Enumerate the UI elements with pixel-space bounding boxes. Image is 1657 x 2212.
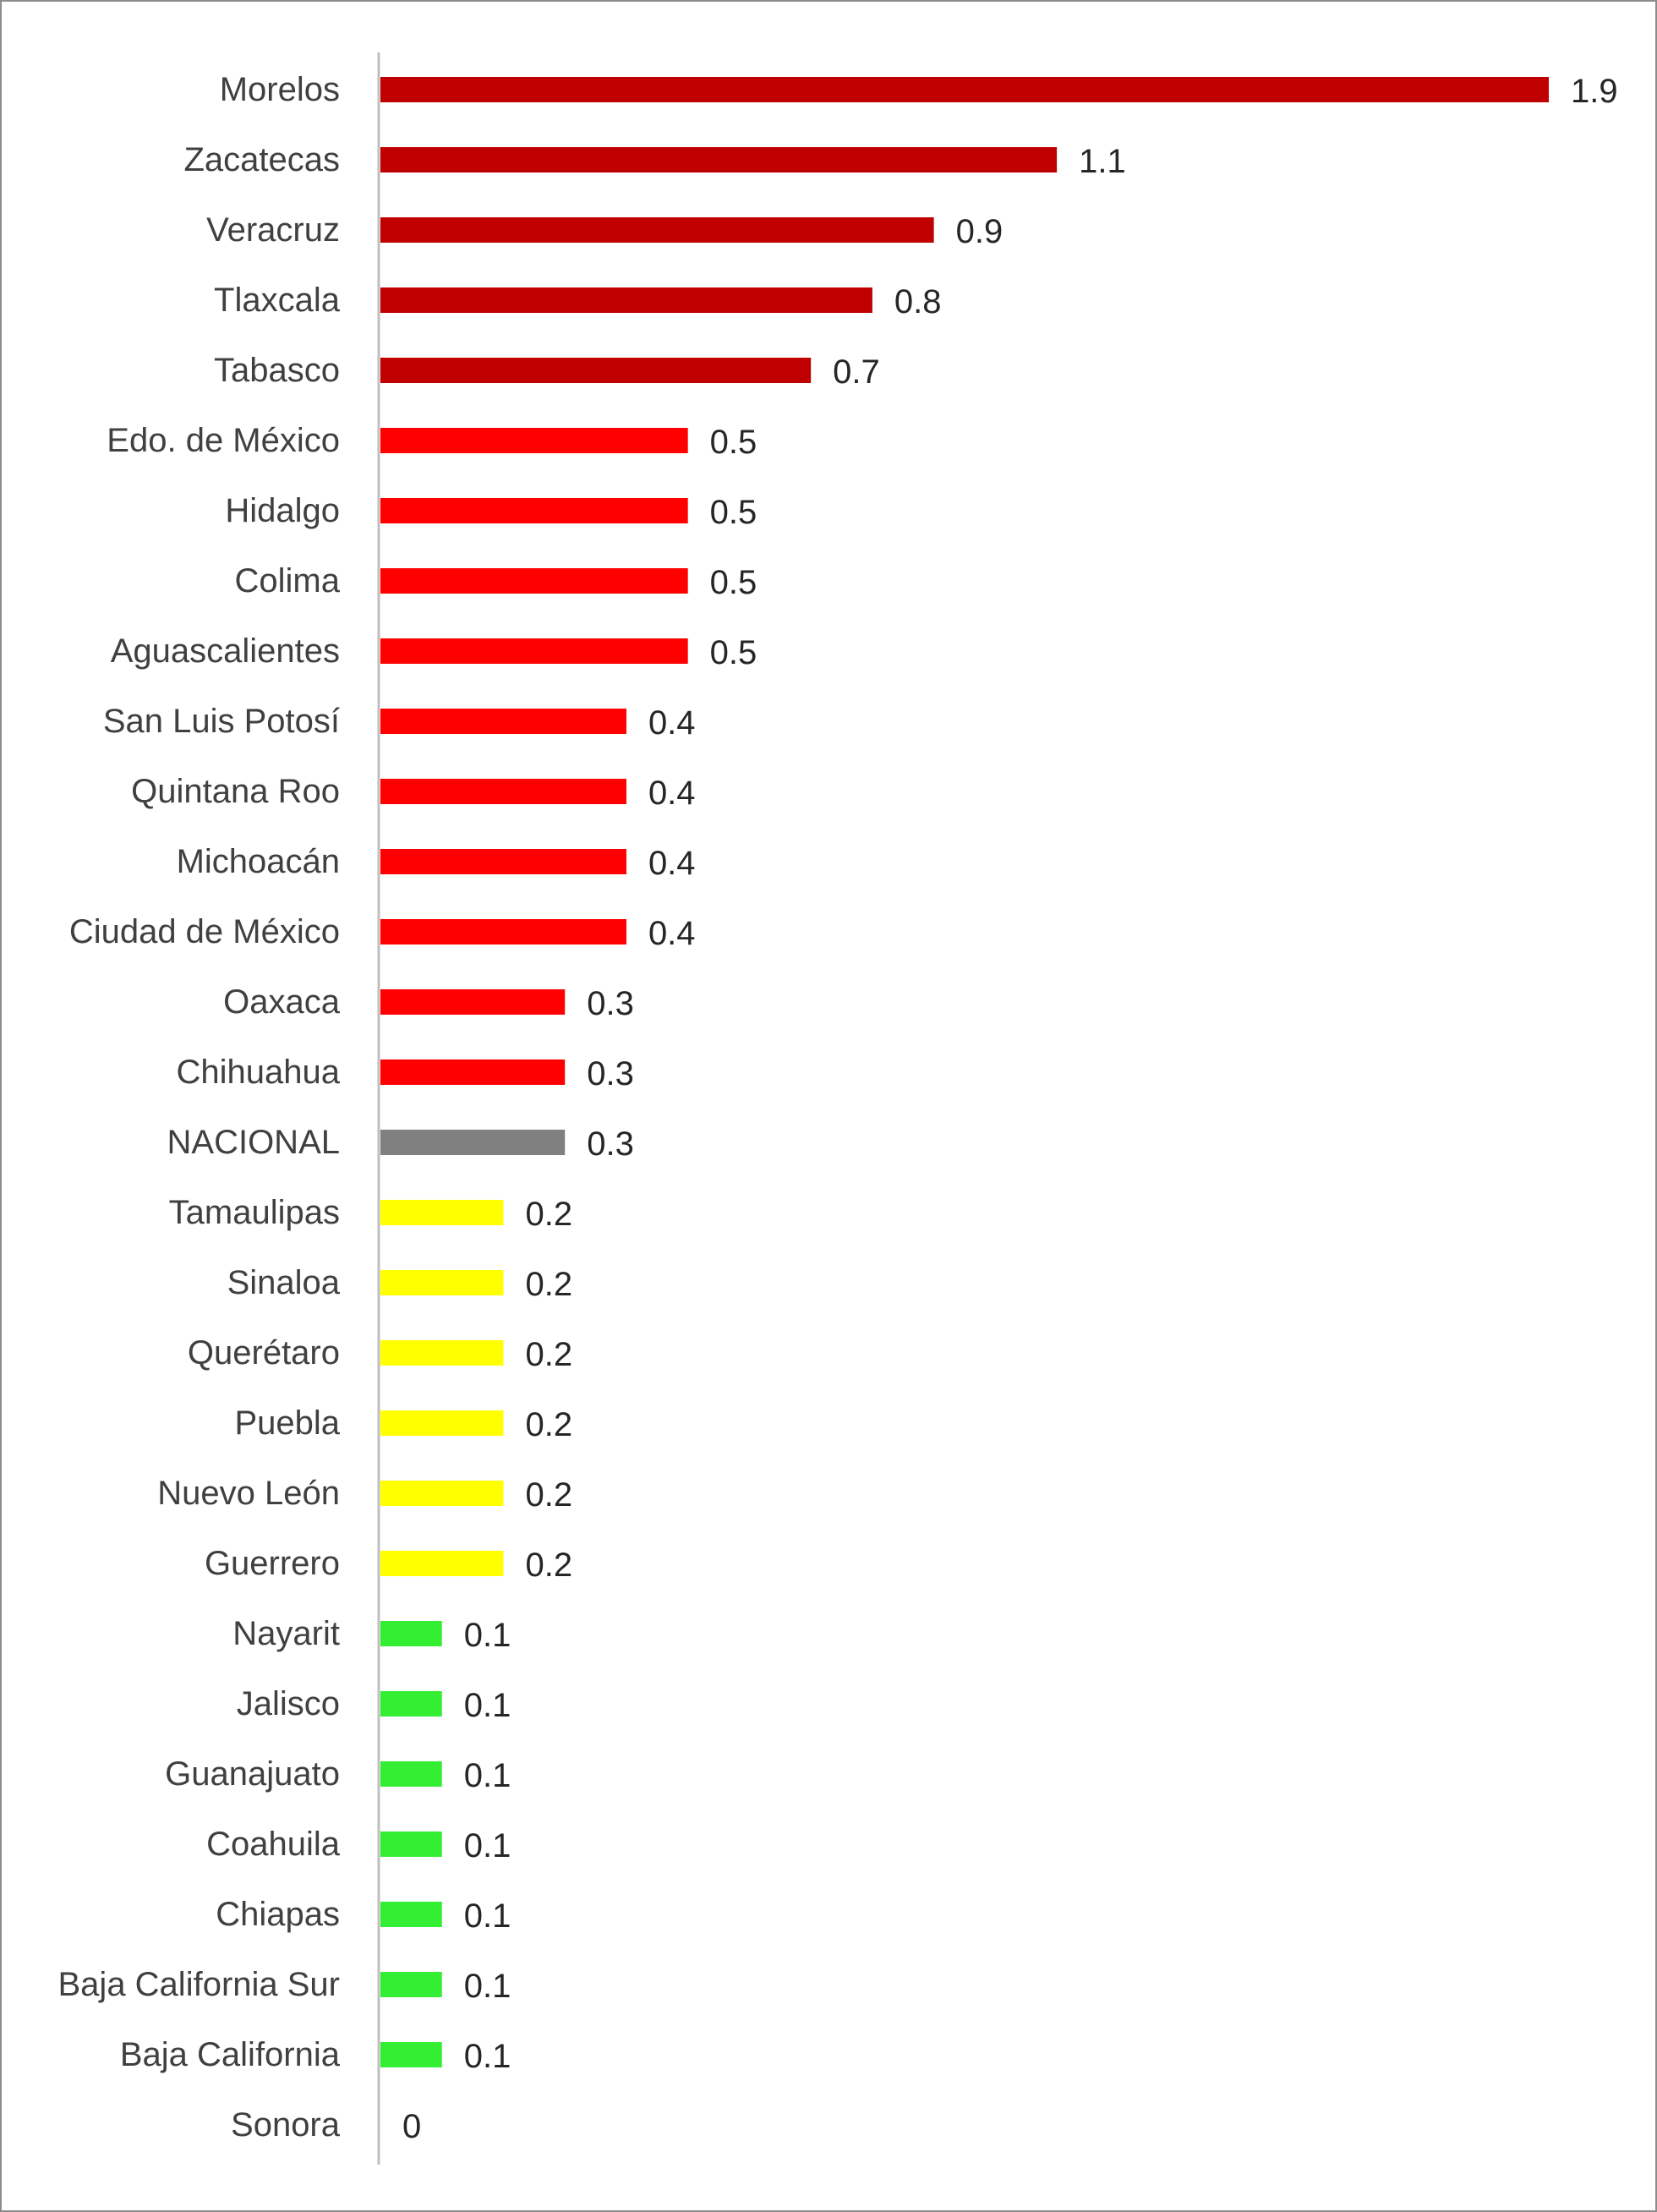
- bar-10: [380, 779, 626, 804]
- category-label: Jalisco: [237, 1685, 340, 1722]
- bar-25: [380, 1831, 442, 1857]
- category-label: Hidalgo: [225, 492, 340, 529]
- value-label: 1.1: [1079, 143, 1126, 180]
- value-label: 0.2: [525, 1196, 572, 1233]
- value-label: 0.1: [464, 2038, 511, 2075]
- bar-8: [380, 638, 688, 664]
- category-label: Colima: [235, 562, 341, 600]
- category-label: Tamaulipas: [169, 1194, 340, 1231]
- bars-group: [380, 77, 1549, 2067]
- category-label: Aguascalientes: [111, 632, 340, 670]
- category-label: Edo. de México: [107, 422, 340, 459]
- category-label: Morelos: [220, 71, 340, 108]
- bar-28: [380, 2042, 442, 2067]
- bar-13: [380, 989, 566, 1015]
- category-label: Puebla: [234, 1404, 340, 1442]
- bar-16: [380, 1200, 504, 1225]
- value-label: 0.1: [464, 1827, 511, 1864]
- bar-22: [380, 1621, 442, 1646]
- value-label: 0.2: [525, 1266, 572, 1303]
- category-label: Michoacán: [177, 843, 340, 880]
- bar-4: [380, 358, 812, 383]
- value-label: 0.5: [710, 564, 757, 601]
- value-label: 0.2: [525, 1476, 572, 1514]
- value-labels: 1.9 1.1 0.9 0.8 0.7 0.5 0.5 0.5 0.5 0.4 0.4 0.4 0.4 0…: [402, 73, 1618, 2145]
- value-label: 0.3: [587, 1055, 634, 1092]
- category-label: Baja California: [120, 2036, 341, 2073]
- category-label: Coahuila: [206, 1826, 341, 1863]
- bar-21: [380, 1551, 504, 1576]
- category-label: Veracruz: [206, 211, 340, 249]
- bar-9: [380, 709, 626, 734]
- bar-18: [380, 1340, 504, 1366]
- value-label: 0: [402, 2108, 421, 2145]
- bar-20: [380, 1481, 504, 1506]
- bar-19: [380, 1410, 504, 1436]
- value-label: 0.4: [648, 704, 696, 742]
- bar-6: [380, 498, 688, 523]
- bar-5: [380, 428, 688, 453]
- value-label: 0.5: [710, 634, 757, 671]
- category-label: Tlaxcala: [214, 282, 341, 319]
- category-label: Baja California Sur: [58, 1966, 341, 2003]
- category-label: Chihuahua: [177, 1054, 341, 1091]
- value-label: 0.8: [894, 283, 942, 320]
- value-label: 0.2: [525, 1406, 572, 1443]
- bar-7: [380, 568, 688, 594]
- value-label: 0.1: [464, 1687, 511, 1724]
- category-label: Querétaro: [188, 1334, 340, 1372]
- category-label: Quintana Roo: [131, 773, 340, 810]
- value-label: 0.3: [587, 985, 634, 1022]
- value-label: 0.2: [525, 1547, 572, 1584]
- category-label: Sinaloa: [227, 1264, 341, 1301]
- value-label: 0.2: [525, 1336, 572, 1373]
- category-label: Nuevo León: [157, 1475, 340, 1512]
- category-label: Nayarit: [232, 1615, 340, 1652]
- value-label: 0.1: [464, 1617, 511, 1654]
- bar-12: [380, 919, 626, 944]
- value-label: 0.5: [710, 424, 757, 461]
- category-label: Chiapas: [216, 1896, 340, 1933]
- bar-2: [380, 217, 934, 243]
- value-label: 0.4: [648, 915, 696, 952]
- bar-27: [380, 1972, 442, 1997]
- category-labels: Morelos Zacatecas Veracruz Tlaxcala Tabasco E…: [58, 71, 341, 2144]
- value-label: 0.3: [587, 1125, 634, 1163]
- category-label: Guanajuato: [165, 1755, 340, 1793]
- bar-11: [380, 849, 626, 874]
- bar-0: [380, 77, 1549, 102]
- bar-23: [380, 1691, 442, 1716]
- category-label: Sonora: [231, 2106, 341, 2144]
- category-label: Tabasco: [214, 352, 340, 389]
- bar-3: [380, 287, 872, 313]
- bar-17: [380, 1270, 504, 1295]
- value-label: 0.7: [833, 353, 880, 391]
- value-label: 0.4: [648, 845, 696, 882]
- category-label: Ciudad de México: [69, 913, 340, 950]
- bar-1: [380, 147, 1058, 172]
- value-label: 1.9: [1571, 73, 1618, 110]
- value-label: 0.4: [648, 775, 696, 812]
- value-label: 0.9: [956, 213, 1003, 250]
- bar-15: [380, 1130, 566, 1155]
- category-label: San Luis Potosí: [103, 703, 340, 740]
- category-label: Guerrero: [205, 1545, 340, 1582]
- value-label: 0.5: [710, 494, 757, 531]
- value-label: 0.1: [464, 1968, 511, 2005]
- bar-26: [380, 1902, 442, 1927]
- bar-14: [380, 1059, 566, 1085]
- category-label: Oaxaca: [223, 983, 341, 1021]
- value-label: 0.1: [464, 1757, 511, 1794]
- category-label: NACIONAL: [167, 1124, 341, 1161]
- bar-24: [380, 1761, 442, 1787]
- value-label: 0.1: [464, 1897, 511, 1935]
- category-label: Zacatecas: [183, 141, 340, 178]
